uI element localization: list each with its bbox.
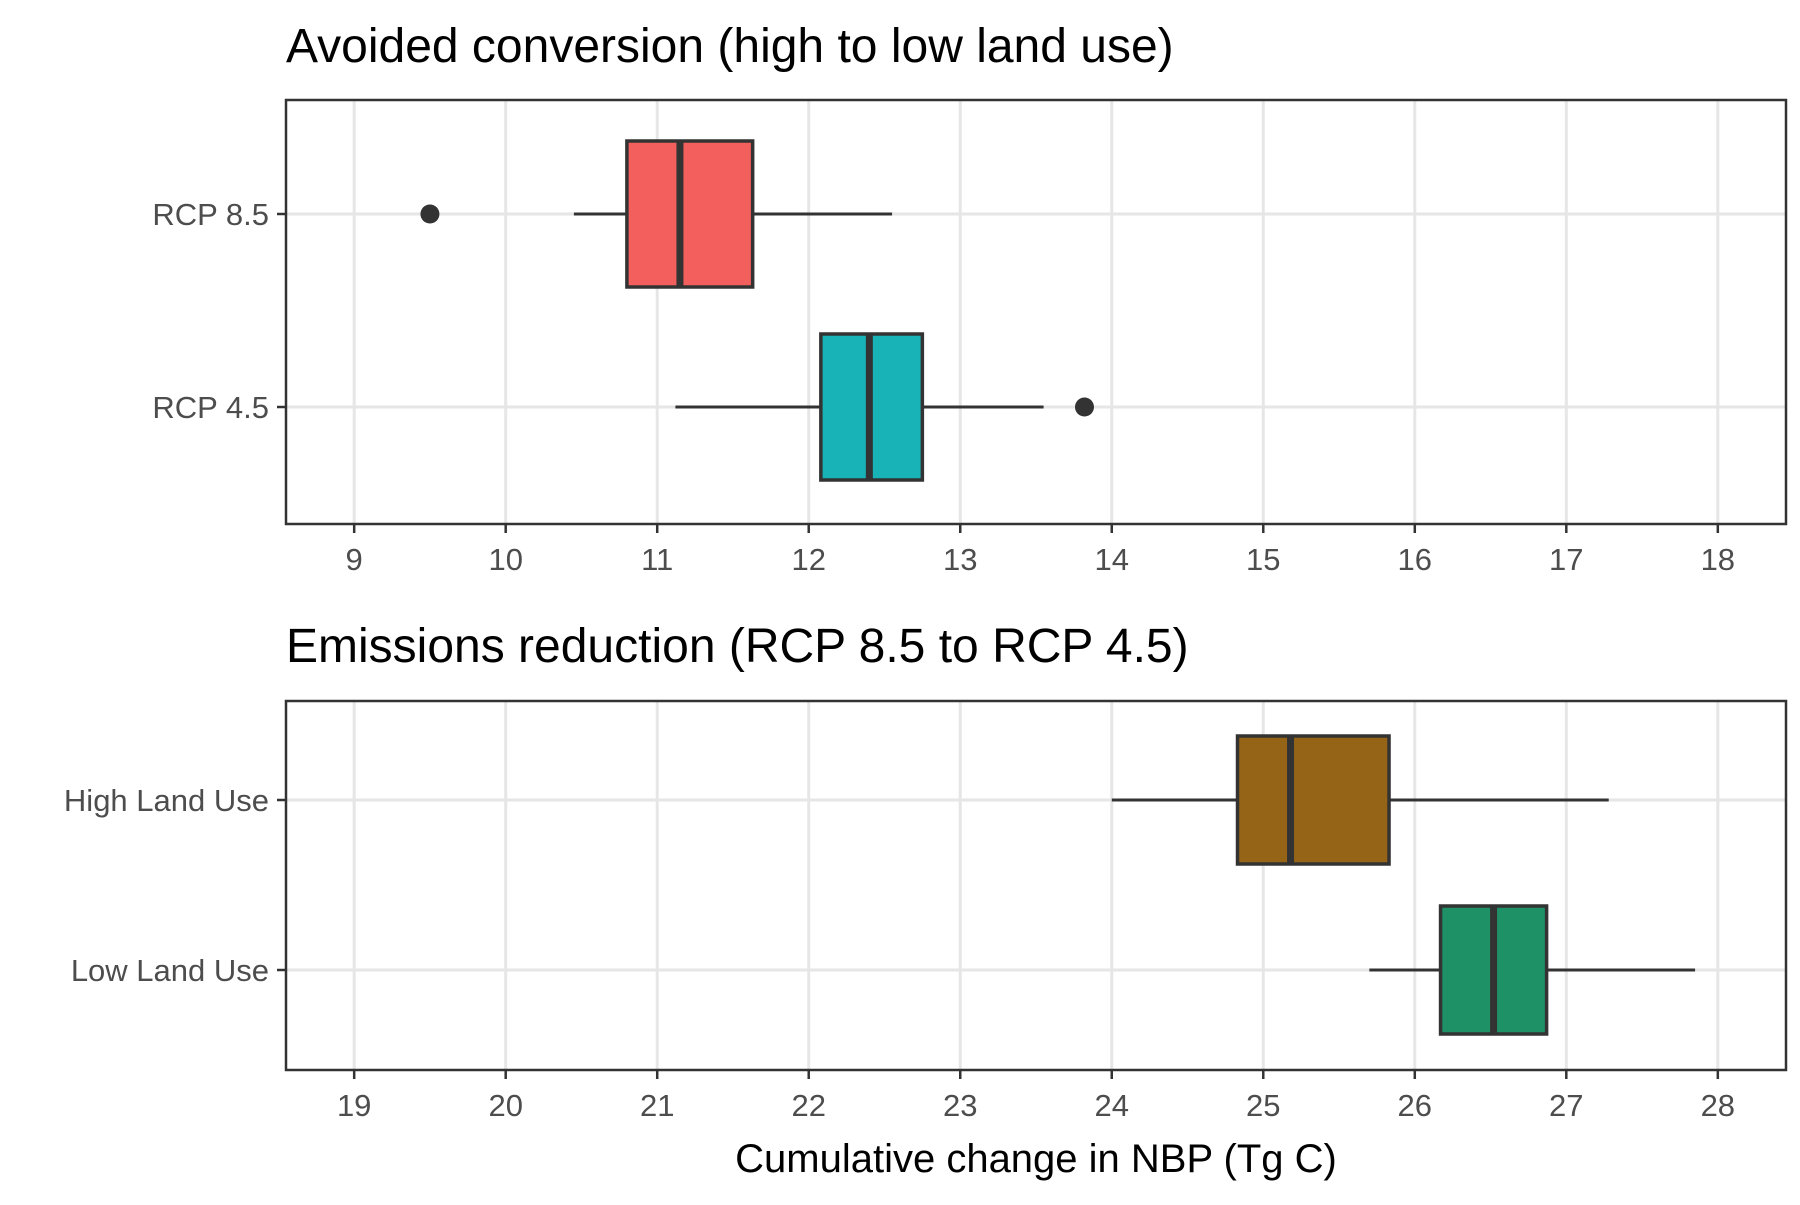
boxes [420,139,1094,482]
boxes [1111,734,1696,1036]
x-tick-label: 10 [488,542,522,577]
x-tick-label: 25 [1246,1088,1280,1123]
panel-emissions-reduction: Emissions reduction (RCP 8.5 to RCP 4.5)… [64,620,1788,1123]
gridlines [286,701,1786,1070]
y-category-label: RCP 4.5 [152,390,269,425]
x-tick-label: 11 [641,542,673,577]
y-category-label: Low Land Use [71,953,269,988]
panel-title: Avoided conversion (high to low land use… [286,20,1174,73]
x-tick-label: 14 [1095,542,1129,577]
x-tick-label: 9 [346,542,363,577]
y-axis: High Land Use Low Land Use [64,783,286,988]
outlier-point [1074,397,1094,417]
y-axis: RCP 8.5 RCP 4.5 [152,197,286,425]
x-tick-label: 22 [791,1088,825,1123]
panel-avoided-conversion: Avoided conversion (high to low land use… [152,20,1788,577]
panel-border [284,98,1788,526]
y-category-label: RCP 8.5 [152,197,269,232]
x-tick-label: 16 [1398,542,1432,577]
x-tick-label: 17 [1549,542,1583,577]
x-tick-label: 18 [1701,542,1735,577]
box-iqr [1235,734,1391,866]
gridlines [286,100,1786,524]
x-tick-label: 23 [943,1088,977,1123]
x-tick-label: 20 [488,1088,522,1123]
y-category-label: High Land Use [64,783,269,818]
x-axis: 19 20 21 22 23 24 25 26 27 28 [337,1070,1735,1123]
x-tick-label: 24 [1095,1088,1129,1123]
x-tick-label: 15 [1246,542,1280,577]
panel-title: Emissions reduction (RCP 8.5 to RCP 4.5) [286,620,1189,673]
x-tick-label: 26 [1398,1088,1432,1123]
x-tick-label: 19 [337,1088,371,1123]
box-iqr [625,139,755,289]
outlier-point [420,204,440,224]
x-tick-label: 28 [1701,1088,1735,1123]
x-tick-label: 27 [1549,1088,1583,1123]
x-axis-title: Cumulative change in NBP (Tg C) [735,1137,1337,1181]
panel-border [284,699,1788,1072]
x-tick-label: 13 [943,542,977,577]
x-tick-label: 12 [791,542,825,577]
x-tick-label: 21 [640,1088,674,1123]
x-axis: 9 10 11 12 13 14 15 16 17 18 [346,524,1735,577]
